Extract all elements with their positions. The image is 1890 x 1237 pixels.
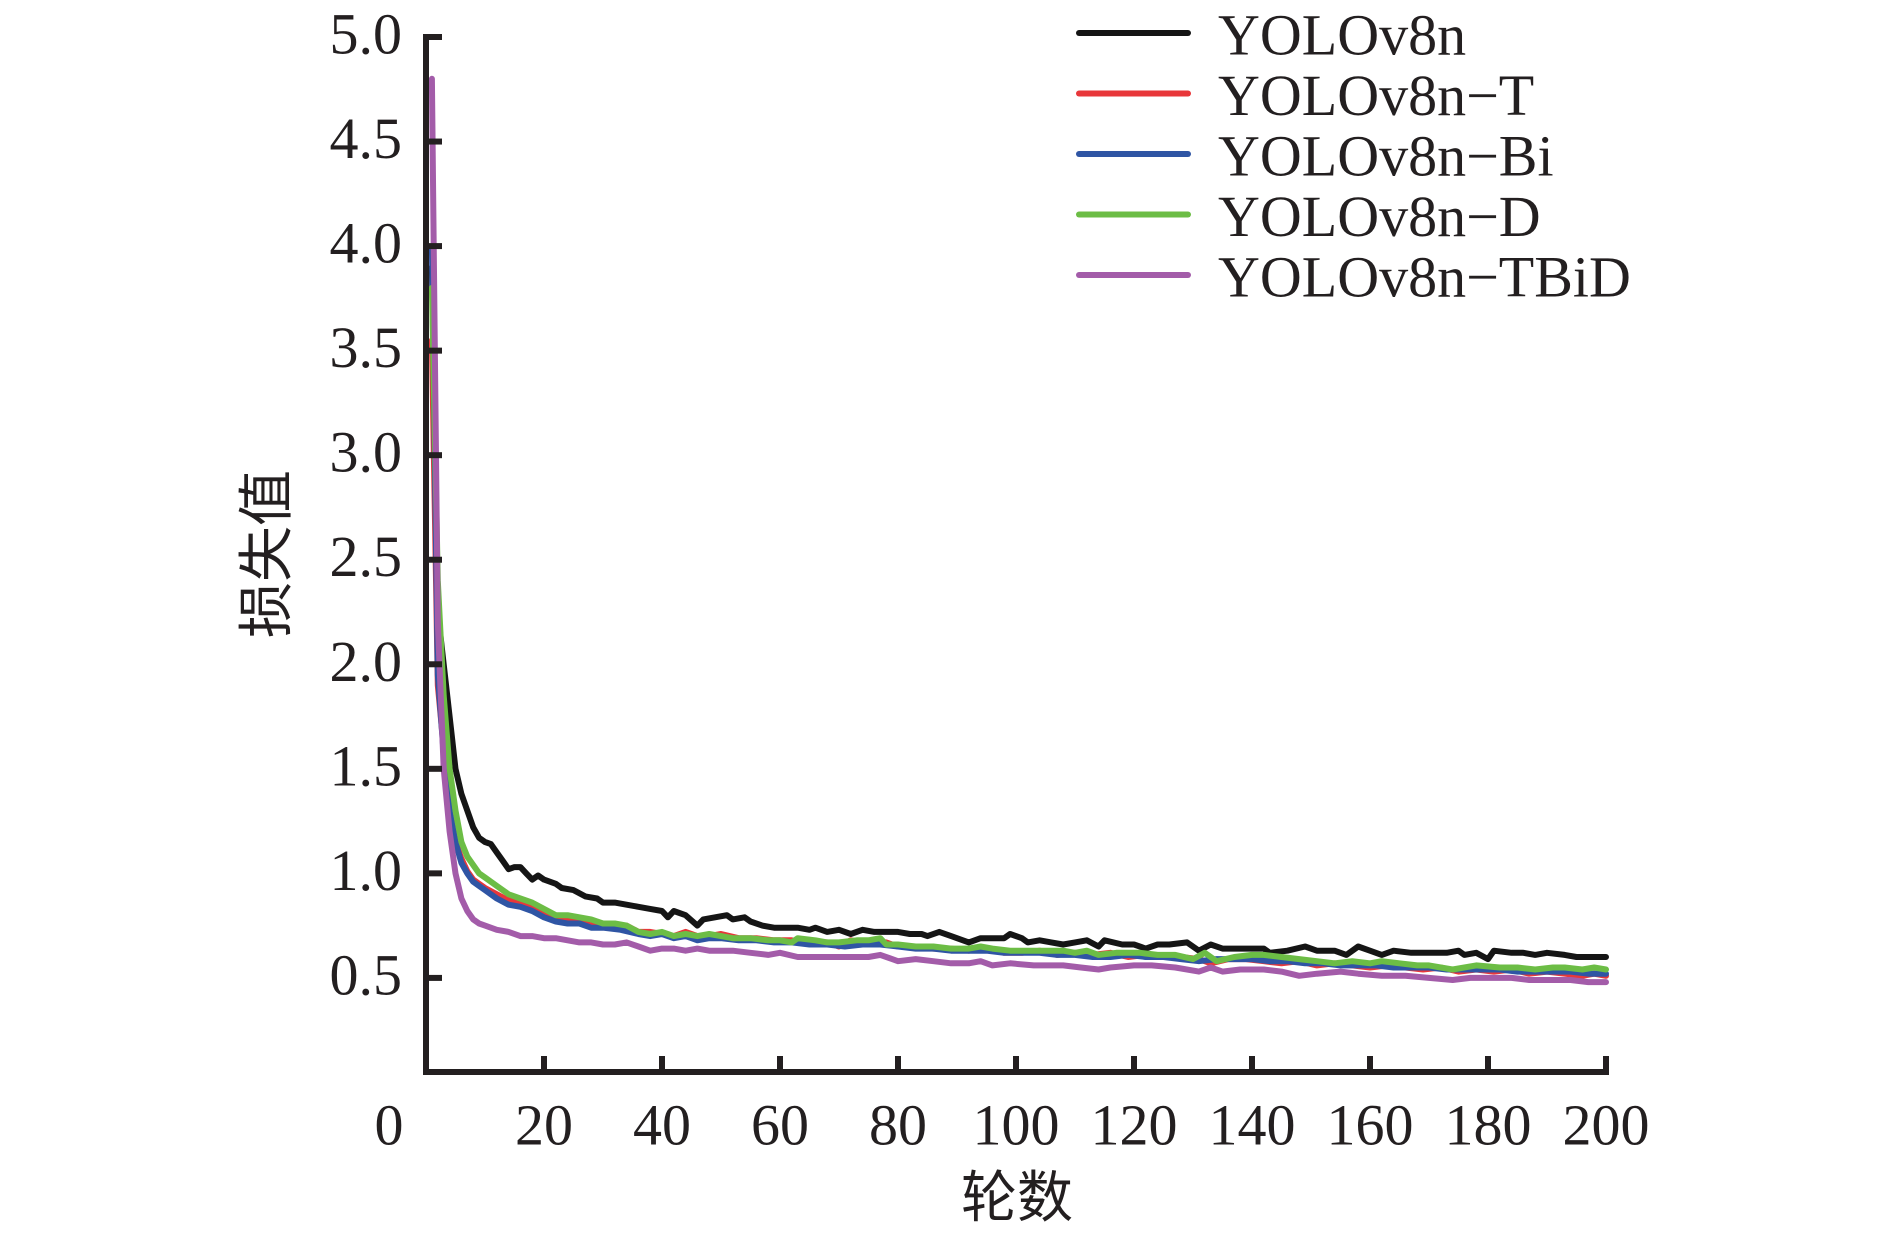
series-line-3 [428, 284, 1609, 973]
series-line-2 [428, 243, 1609, 977]
x-tick-label: 140 [1209, 1093, 1296, 1158]
legend-item: YOLOv8n−D [1076, 184, 1541, 249]
legend-label: YOLOv8n [1218, 3, 1466, 68]
series-line-1 [428, 337, 1609, 979]
y-tick-label: 3.0 [330, 420, 403, 485]
legend-item: YOLOv8n−Bi [1076, 124, 1554, 189]
x-tick-label: 180 [1445, 1093, 1532, 1158]
x-tick-label: 120 [1091, 1093, 1178, 1158]
y-tick-label: 2.5 [330, 524, 403, 589]
y-tick-label: 5.0 [330, 2, 403, 67]
y-tick-label: 4.5 [330, 106, 403, 171]
x-tick-label: 100 [973, 1093, 1060, 1158]
series-line-4 [428, 75, 1609, 986]
series-line-0 [428, 264, 1609, 963]
legend-item: YOLOv8n−T [1076, 63, 1534, 128]
legend-item: YOLOv8n−TBiD [1076, 245, 1631, 310]
x-tick-label: 0 [375, 1093, 404, 1158]
y-tick-label: 3.5 [330, 315, 403, 380]
y-tick-label: 1.5 [330, 733, 403, 798]
y-axis-title: 损失值 [237, 470, 299, 638]
series-layer [428, 75, 1609, 986]
legend-label: YOLOv8n−D [1218, 184, 1541, 249]
legend-item: YOLOv8n [1076, 3, 1466, 68]
y-tick-label: 0.5 [330, 942, 403, 1007]
x-tick-label: 160 [1327, 1093, 1414, 1158]
legend-label: YOLOv8n−T [1218, 63, 1534, 128]
y-tick-label: 4.0 [330, 211, 403, 276]
x-ticks: 0 20 40 60 80 100 120 140 160 180 200 [375, 1056, 1650, 1158]
legend-label: YOLOv8n−Bi [1218, 124, 1554, 189]
x-tick-label: 60 [751, 1093, 809, 1158]
x-tick-label: 200 [1563, 1093, 1650, 1158]
legend-label: YOLOv8n−TBiD [1218, 245, 1631, 310]
x-tick-label: 20 [515, 1093, 573, 1158]
x-axis-title: 轮数 [961, 1168, 1073, 1230]
y-ticks: 0.5 1.0 1.5 2.0 2.5 3.0 3.5 4.0 4.5 5.0 [330, 2, 442, 1007]
legend: YOLOv8nYOLOv8n−TYOLOv8n−BiYOLOv8n−DYOLOv… [1076, 3, 1631, 310]
y-tick-label: 2.0 [330, 629, 403, 694]
x-tick-label: 40 [633, 1093, 691, 1158]
y-tick-label: 1.0 [330, 838, 403, 903]
x-tick-label: 80 [869, 1093, 927, 1158]
